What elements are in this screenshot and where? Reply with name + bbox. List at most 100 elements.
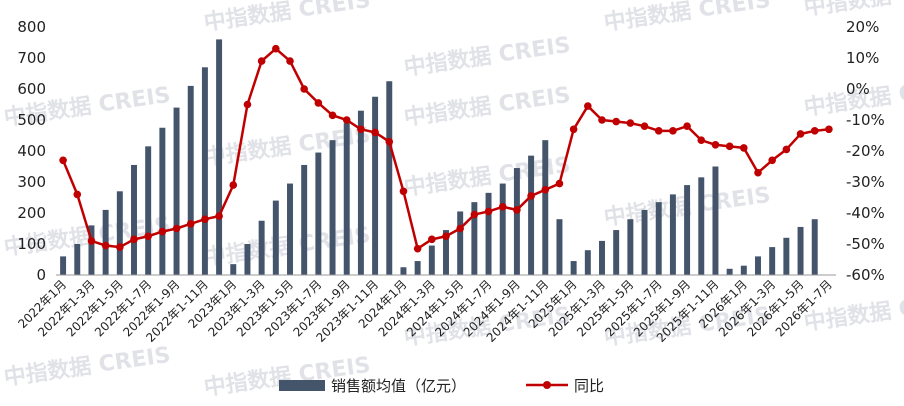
bar bbox=[74, 244, 81, 275]
bar bbox=[60, 256, 67, 275]
bar bbox=[698, 177, 705, 275]
line-point bbox=[243, 100, 252, 109]
bar bbox=[542, 140, 549, 275]
right-tick-label: 10% bbox=[846, 49, 879, 67]
line-point bbox=[413, 244, 422, 253]
bar bbox=[584, 250, 591, 275]
bar bbox=[712, 166, 719, 275]
line-point bbox=[314, 99, 323, 107]
line-point bbox=[385, 137, 394, 146]
line-point bbox=[541, 185, 550, 194]
bar bbox=[244, 244, 251, 275]
bar bbox=[258, 220, 265, 275]
line-point bbox=[598, 116, 606, 124]
left-tick-label: 100 bbox=[17, 235, 46, 253]
bar bbox=[599, 240, 605, 275]
watermark-text: 中指数据 CREIS bbox=[602, 0, 772, 36]
line-point bbox=[186, 220, 195, 228]
line-point bbox=[101, 241, 110, 250]
bar bbox=[272, 200, 279, 275]
line-point bbox=[172, 224, 181, 233]
bar bbox=[287, 183, 293, 275]
line-point bbox=[640, 122, 649, 130]
bar bbox=[769, 247, 776, 275]
left-tick-label: 800 bbox=[17, 18, 46, 36]
line-point bbox=[584, 102, 592, 110]
line-point bbox=[470, 210, 479, 219]
line-point bbox=[725, 142, 734, 151]
left-tick-label: 600 bbox=[17, 80, 46, 98]
left-tick-label: 0 bbox=[36, 266, 46, 284]
bar bbox=[556, 219, 563, 275]
right-tick-label: -50% bbox=[846, 235, 885, 253]
bar bbox=[230, 264, 237, 275]
line-point bbox=[782, 145, 791, 154]
bar bbox=[513, 168, 520, 275]
bar bbox=[159, 127, 166, 275]
line-point bbox=[754, 168, 762, 177]
line-point bbox=[654, 127, 663, 135]
line-point bbox=[300, 85, 308, 93]
right-y-axis: -60% -50% -40% -30% -20% -10% 0% 10% 20% bbox=[846, 18, 885, 284]
line-point bbox=[683, 122, 691, 130]
line-point bbox=[257, 57, 266, 65]
line-point bbox=[130, 235, 138, 244]
left-tick-label: 400 bbox=[17, 142, 46, 160]
line-point bbox=[144, 232, 152, 241]
line-point bbox=[456, 224, 464, 233]
bar bbox=[811, 219, 818, 275]
bar bbox=[499, 183, 506, 275]
bar bbox=[528, 155, 535, 275]
bar bbox=[357, 110, 364, 275]
line-point bbox=[399, 187, 408, 196]
line-point bbox=[810, 127, 819, 135]
bar bbox=[315, 152, 322, 275]
line-point bbox=[825, 125, 833, 134]
watermark-text: 中指数据 CREIS bbox=[402, 82, 572, 131]
line-point bbox=[272, 44, 280, 53]
bar bbox=[684, 185, 691, 275]
bar bbox=[627, 219, 634, 275]
right-tick-label: -10% bbox=[846, 111, 885, 129]
line-point bbox=[158, 227, 167, 236]
bar bbox=[386, 81, 393, 275]
legend-line-marker bbox=[543, 381, 551, 389]
bar bbox=[201, 67, 208, 275]
line-series bbox=[59, 44, 833, 253]
left-y-axis: 0 100 200 300 400 500 600 700 800 bbox=[17, 18, 46, 284]
legend-bar-label: 销售额均值（亿元） bbox=[331, 377, 466, 395]
line-point bbox=[697, 136, 706, 144]
watermark-text: 中指数据 CREIS bbox=[2, 342, 172, 391]
line-point bbox=[498, 203, 507, 211]
bar bbox=[485, 192, 492, 275]
bar bbox=[400, 267, 407, 275]
bar bbox=[131, 164, 137, 275]
line-point bbox=[612, 117, 620, 126]
line-point bbox=[87, 237, 96, 245]
left-tick-label: 700 bbox=[17, 49, 46, 67]
right-tick-label: 0% bbox=[846, 80, 870, 98]
legend-line-label: 同比 bbox=[574, 377, 604, 395]
bar bbox=[655, 202, 662, 275]
line-point bbox=[371, 128, 379, 137]
bar bbox=[116, 191, 123, 275]
line-point bbox=[342, 116, 351, 124]
watermark-text: 中指数据 CREIS bbox=[202, 0, 372, 36]
bar bbox=[173, 107, 180, 275]
bar bbox=[216, 39, 223, 276]
line-point bbox=[740, 144, 748, 152]
bar bbox=[613, 230, 620, 275]
bar bbox=[797, 226, 804, 275]
bar bbox=[726, 268, 733, 275]
line-point bbox=[768, 156, 776, 165]
line-point bbox=[229, 181, 238, 189]
bar-series bbox=[60, 39, 818, 276]
line-point bbox=[328, 111, 337, 120]
bar bbox=[343, 123, 350, 275]
left-tick-label: 200 bbox=[17, 204, 46, 222]
line-point bbox=[428, 235, 436, 244]
line-point bbox=[711, 141, 720, 149]
left-tick-label: 300 bbox=[17, 173, 46, 191]
right-tick-label: -20% bbox=[846, 142, 885, 160]
